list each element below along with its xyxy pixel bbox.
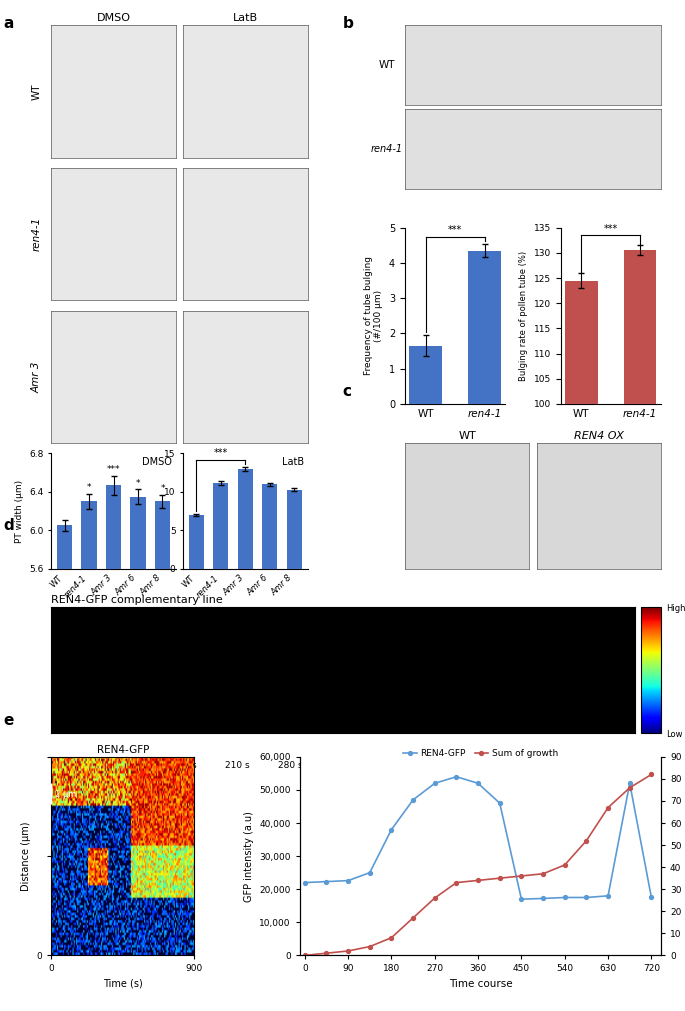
REN4-GFP [387,824,395,836]
Y-axis label: WT: WT [379,60,395,70]
Sum of growth [539,867,547,880]
Text: 350 s: 350 s [331,761,356,770]
Sum of growth [323,947,331,959]
Bar [410,346,442,404]
Text: 420 s: 420 s [384,761,408,770]
REN4-GFP [560,892,569,904]
Sum of growth [647,768,656,780]
REN4-GFP [452,770,460,783]
REN4-GFP [323,876,331,888]
Title: LatB: LatB [233,13,258,23]
Bar [565,281,597,908]
Text: *: * [136,478,140,487]
REN4-GFP [517,893,525,905]
Y-axis label: ren4-1: ren4-1 [32,217,42,252]
Text: DMSO: DMSO [142,457,172,467]
Text: 280 s: 280 s [277,761,302,770]
Sum of growth [560,859,569,871]
REN4-GFP [431,777,439,790]
Y-axis label: ren4-1: ren4-1 [371,145,403,155]
REN4-GFP [604,890,612,902]
X-axis label: Time (s): Time (s) [103,979,142,989]
Sum of growth [344,945,352,957]
Title: DMSO: DMSO [97,13,131,23]
Bar [262,484,277,568]
Text: *: * [87,483,91,492]
Y-axis label: Bulging rate of pollen tube (%): Bulging rate of pollen tube (%) [519,251,528,381]
Bar [238,469,253,568]
Line: REN4-GFP: REN4-GFP [303,774,653,901]
Text: 490 s: 490 s [437,761,461,770]
Bar [130,496,146,1011]
Sum of growth [517,869,525,882]
Text: 560 s: 560 s [490,761,514,770]
Text: 630 s: 630 s [543,761,567,770]
Legend: REN4-GFP, Sum of growth: REN4-GFP, Sum of growth [399,745,562,761]
X-axis label: Time course: Time course [449,979,512,989]
Bar [106,485,121,1011]
REN4-GFP [474,777,482,790]
Bar [57,526,72,1011]
Text: 2 μm: 2 μm [55,790,76,799]
Sum of growth [431,892,439,904]
Sum of growth [625,782,634,794]
Sum of growth [366,940,374,952]
Text: e: e [3,713,14,728]
Sum of growth [409,912,417,924]
Text: ***: *** [448,225,462,236]
Sum of growth [496,872,504,885]
Bar [155,501,170,1011]
Bar [189,515,204,568]
Y-axis label: WT: WT [32,83,42,100]
Bar [82,501,97,1011]
REN4-GFP [409,794,417,806]
Y-axis label: Frequency of tube bulging
(#/100 μm): Frequency of tube bulging (#/100 μm) [364,257,384,375]
Bar [287,489,302,568]
Text: ***: *** [107,465,121,474]
REN4-GFP [539,893,547,905]
Text: b: b [342,16,353,31]
Text: LatB: LatB [282,457,304,467]
Text: a: a [3,16,14,31]
Text: *: * [160,484,164,493]
Sum of growth [452,877,460,889]
Bar [469,251,501,404]
Text: f: f [247,713,253,728]
Text: c: c [342,384,351,399]
Text: 210 s: 210 s [225,761,249,770]
Text: 70 s: 70 s [121,761,140,770]
Text: 700 s: 700 s [596,761,621,770]
Text: ***: *** [603,224,618,235]
REN4-GFP [582,892,590,904]
Bar [213,482,229,568]
REN4-GFP [344,875,352,887]
REN4-GFP [496,797,504,809]
Sum of growth [387,932,395,944]
Text: ***: *** [214,449,228,458]
Sum of growth [582,835,590,847]
Y-axis label: Distance (μm): Distance (μm) [21,821,31,891]
Title: REN4-GFP: REN4-GFP [97,745,149,754]
Sum of growth [301,949,309,961]
Text: REN4-GFP complementary line: REN4-GFP complementary line [51,594,223,605]
Title: WT: WT [458,431,476,441]
Sum of growth [474,875,482,887]
Title: REN4 OX: REN4 OX [574,431,624,441]
Text: 0 s: 0 s [71,761,84,770]
REN4-GFP [301,877,309,889]
Sum of growth [604,802,612,814]
REN4-GFP [625,777,634,790]
REN4-GFP [366,866,374,879]
Text: d: d [3,518,14,533]
Bar [624,251,656,908]
Text: 140 s: 140 s [172,761,196,770]
REN4-GFP [647,892,656,904]
Line: Sum of growth: Sum of growth [303,772,653,957]
Y-axis label: PT width (μm): PT width (μm) [15,479,24,543]
Y-axis label: GFP intensity (a.u): GFP intensity (a.u) [244,811,254,902]
Y-axis label: Amr 3: Amr 3 [32,361,42,392]
